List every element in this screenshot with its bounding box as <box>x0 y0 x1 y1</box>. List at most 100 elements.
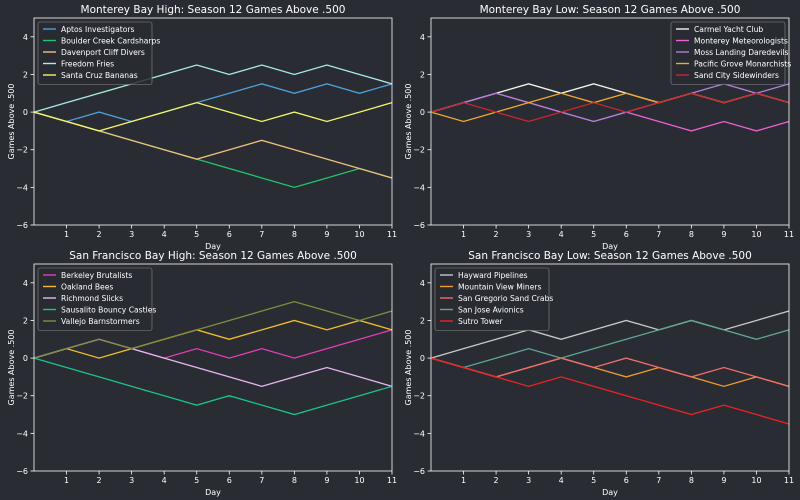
y-tick-label: 4 <box>420 33 425 42</box>
y-tick-label: 2 <box>420 316 425 325</box>
y-axis-label: Games Above .500 <box>404 84 413 160</box>
y-tick-label: 2 <box>23 316 28 325</box>
x-tick-label: 5 <box>194 476 199 485</box>
x-tick-label: 8 <box>689 230 694 239</box>
series-line-3 <box>33 338 393 387</box>
y-tick-label: 0 <box>23 108 28 117</box>
y-tick-label: 2 <box>23 70 28 79</box>
series-line-1 <box>430 310 790 359</box>
x-tick-label: 11 <box>784 230 794 239</box>
x-tick-label: 5 <box>591 476 596 485</box>
legend-label: San Gregorio Sand Crabs <box>458 294 553 303</box>
x-tick-label: 9 <box>721 476 726 485</box>
x-tick-label: 3 <box>526 476 531 485</box>
legend-label: Richmond Slicks <box>61 294 123 303</box>
legend: Berkeley Brutalists Oakland Bees Richmond … <box>37 267 156 331</box>
legend: Aptos Investigators Boulder Creek Cardsha… <box>37 21 160 85</box>
series-line-3 <box>33 111 393 179</box>
legend: Carmel Yacht Club Monterey Meteorologists… <box>670 21 791 85</box>
y-tick-label: −2 <box>413 392 425 401</box>
series-line-2 <box>33 111 393 189</box>
x-tick-label: 1 <box>461 230 466 239</box>
y-tick-label: 4 <box>420 279 425 288</box>
x-axis-label: Day <box>205 488 221 497</box>
x-tick-label: 9 <box>324 230 329 239</box>
y-axis-label: Games Above .500 <box>404 330 413 406</box>
x-tick-label: 7 <box>656 476 661 485</box>
x-tick-label: 10 <box>751 476 761 485</box>
y-tick-label: 0 <box>23 354 28 363</box>
legend-box <box>37 267 153 331</box>
legend-label: Sutro Tower <box>458 317 504 326</box>
y-tick-label: 0 <box>420 108 425 117</box>
y-tick-label: 4 <box>23 279 28 288</box>
x-axis-label: Day <box>205 242 221 251</box>
y-tick-label: −4 <box>413 429 425 438</box>
legend-label: Aptos Investigators <box>61 25 134 34</box>
legend-label: Monterey Meteorologists <box>694 36 788 45</box>
x-axis-label: Day <box>602 242 618 251</box>
x-tick-label: 7 <box>259 230 264 239</box>
legend-label: San Jose Avionics <box>458 305 524 314</box>
y-tick-label: −6 <box>413 467 425 476</box>
legend-box <box>670 21 786 85</box>
y-tick-label: −6 <box>16 467 28 476</box>
plot-frame <box>430 17 790 226</box>
y-tick-label: 4 <box>23 33 28 42</box>
y-tick-label: 0 <box>420 354 425 363</box>
legend-label: Davenport Cliff Divers <box>61 48 145 57</box>
x-tick-label: 6 <box>624 476 629 485</box>
series-line-3 <box>430 83 790 123</box>
x-tick-label: 7 <box>656 230 661 239</box>
series-line-5 <box>33 300 393 359</box>
legend-label: Hayward Pipelines <box>458 271 528 280</box>
series-line-4 <box>430 319 790 369</box>
x-tick-label: 10 <box>751 230 761 239</box>
x-tick-label: 4 <box>162 476 167 485</box>
series-line-4 <box>33 357 393 416</box>
x-tick-label: 1 <box>64 230 69 239</box>
legend-box <box>37 21 153 85</box>
y-tick-label: −6 <box>413 221 425 230</box>
x-tick-label: 4 <box>559 476 564 485</box>
x-axis-label: Day <box>602 488 618 497</box>
x-tick-label: 11 <box>387 230 397 239</box>
x-tick-label: 11 <box>387 476 397 485</box>
chart-panel: San Francisco Bay Low: Season 12 Games A… <box>404 250 794 497</box>
series-line-5 <box>33 102 393 132</box>
legend-box <box>434 267 550 331</box>
x-tick-label: 3 <box>526 230 531 239</box>
x-tick-label: 3 <box>129 476 134 485</box>
x-tick-label: 1 <box>461 476 466 485</box>
chart-panel: Monterey Bay Low: Season 12 Games Above … <box>404 4 794 251</box>
x-tick-label: 1 <box>64 476 69 485</box>
legend-label: Pacific Grove Monarchists <box>694 59 791 68</box>
legend-label: Carmel Yacht Club <box>694 25 763 34</box>
x-tick-label: 7 <box>259 476 264 485</box>
legend-label: Berkeley Brutalists <box>61 271 132 280</box>
x-tick-label: 6 <box>624 230 629 239</box>
chart-title: San Francisco Bay High: Season 12 Games … <box>69 250 357 262</box>
chart-panel: Monterey Bay High: Season 12 Games Above… <box>7 4 397 251</box>
legend-label: Santa Cruz Bananas <box>61 71 138 80</box>
y-tick-label: −4 <box>16 429 28 438</box>
plot-frame <box>33 263 393 472</box>
chart-panel: San Francisco Bay High: Season 12 Games … <box>7 250 397 497</box>
x-tick-label: 3 <box>129 230 134 239</box>
legend-label: Vallejo Barnstormers <box>61 317 140 326</box>
x-tick-label: 4 <box>559 230 564 239</box>
y-tick-label: −2 <box>413 146 425 155</box>
series-line-2 <box>33 319 393 359</box>
chart-title: San Francisco Bay Low: Season 12 Games A… <box>468 250 752 262</box>
x-tick-label: 11 <box>784 476 794 485</box>
x-tick-label: 5 <box>194 230 199 239</box>
x-tick-label: 4 <box>162 230 167 239</box>
legend-label: Sausalito Bouncy Castles <box>61 305 156 314</box>
legend: Hayward Pipelines Mountain View Miners San… <box>434 267 553 331</box>
plot-frame <box>33 17 393 226</box>
series-line-5 <box>430 357 790 425</box>
legend-label: Oakland Bees <box>61 282 113 291</box>
chart-title: Monterey Bay High: Season 12 Games Above… <box>81 4 346 16</box>
y-tick-label: −6 <box>16 221 28 230</box>
